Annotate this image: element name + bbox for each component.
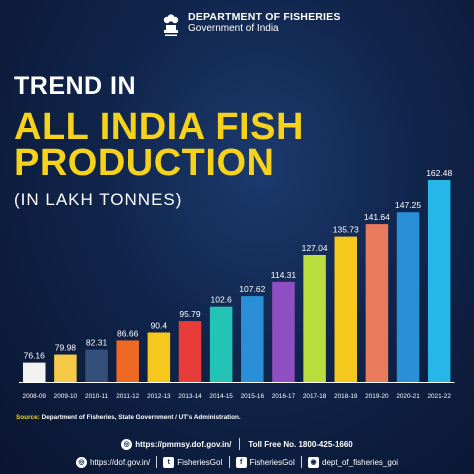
title-line-3: PRODUCTION (14, 142, 275, 184)
source-text: Department of Fisheries, State Governmen… (41, 414, 241, 421)
category-label-2018-19: 2018-19 (334, 393, 358, 400)
bar-2011-12 (116, 340, 139, 382)
twitter-handle: FisheriesGoI (177, 457, 223, 467)
value-label-2008-09: 76.16 (24, 351, 46, 361)
category-label-2016-17: 2016-17 (272, 393, 296, 400)
value-label-2015-16: 107.62 (239, 284, 265, 294)
instagram-handle: dept_of_fisheries_goi (322, 457, 399, 467)
category-label-2009-10: 2009-10 (54, 393, 78, 400)
source-note: Source: Department of Fisheries, State G… (16, 414, 241, 421)
bar-2014-15 (209, 306, 233, 382)
globe-icon: ◎ (121, 438, 133, 450)
bar-2017-18 (303, 254, 326, 382)
category-label-2010-11: 2010-11 (85, 393, 108, 400)
instagram-link[interactable]: ◉ dept_of_fisheries_goi (308, 456, 399, 468)
source-label: Source: (16, 414, 40, 421)
bar-2018-19 (334, 236, 357, 382)
footer-divider (239, 438, 241, 450)
twitter-link[interactable]: t FisheriesGoI (163, 456, 223, 468)
title-line-2: ALL INDIA FISH (14, 106, 304, 148)
unit-label: (IN LAKH TONNES) (14, 190, 183, 209)
category-label-2011-12: 2011-12 (116, 393, 139, 400)
bar-2015-16 (241, 296, 264, 382)
dof-website-link[interactable]: ◎ https://dof.gov.in/ (75, 456, 151, 468)
footer-social-row: ◎ https://dof.gov.in/ t FisheriesGoI f F… (0, 452, 474, 472)
category-label-2014-15: 2014-15 (209, 393, 233, 400)
twitter-icon: t (163, 456, 175, 468)
dof-url: https://dof.gov.in/ (89, 457, 151, 467)
category-label-2015-16: 2015-16 (241, 393, 265, 400)
footer-divider (301, 456, 302, 468)
toll-free-number: Toll Free No. 1800-425-1660 (248, 439, 353, 449)
value-label-2010-11: 82.31 (86, 338, 108, 348)
footer-divider (228, 456, 230, 468)
value-label-2013-14: 95.79 (179, 309, 201, 319)
value-label-2011-12: 86.66 (117, 328, 139, 338)
category-label-2019-20: 2019-20 (365, 393, 389, 400)
bar-2009-10 (54, 354, 77, 382)
category-label-2012-13: 2012-13 (147, 393, 171, 400)
value-label-2019-20: 141.64 (364, 212, 390, 222)
title-line-1: TREND IN (14, 72, 137, 100)
footer-divider (156, 456, 158, 468)
value-label-2014-15: 102.6 (211, 295, 233, 305)
bar-2016-17 (272, 281, 295, 382)
category-label-2017-18: 2017-18 (303, 393, 327, 400)
bar-2013-14 (178, 321, 202, 382)
government-name: Government of India (188, 23, 279, 35)
value-label-2009-10: 79.98 (55, 343, 77, 353)
category-label-2020-21: 2020-21 (396, 393, 420, 400)
bar-2021-22 (427, 180, 451, 382)
facebook-icon: f (235, 456, 247, 468)
facebook-handle: FisheriesGoI (249, 457, 295, 467)
pmmsy-url: https://pmmsy.dof.gov.in/ (135, 439, 232, 449)
category-label-2013-14: 2013-14 (178, 393, 202, 400)
value-label-2017-18: 127.04 (302, 243, 328, 253)
bar-2010-11 (85, 349, 108, 382)
bar-2012-13 (147, 332, 171, 382)
value-label-2012-13: 90.4 (151, 320, 168, 330)
bar-2019-20 (365, 224, 389, 382)
department-name: DEPARTMENT OF FISHERIES (188, 11, 341, 24)
value-label-2021-22: 162.48 (426, 168, 452, 178)
value-label-2018-19: 135.73 (333, 225, 359, 235)
globe-icon: ◎ (75, 456, 87, 468)
pmmsy-link[interactable]: ◎ https://pmmsy.dof.gov.in/ (121, 438, 232, 450)
value-label-2016-17: 114.31 (271, 270, 297, 280)
department-header: DEPARTMENT OF FISHERIES Government of In… (160, 8, 341, 38)
value-label-2020-21: 147.25 (395, 200, 421, 210)
category-label-2021-22: 2021-22 (427, 393, 451, 400)
footer-contact-row: ◎ https://pmmsy.dof.gov.in/ Toll Free No… (0, 433, 474, 455)
bar-2008-09 (23, 362, 46, 382)
category-label-2008-09: 2008-09 (23, 393, 47, 400)
national-emblem-icon (163, 14, 179, 36)
instagram-icon: ◉ (308, 456, 319, 468)
bar-2020-21 (396, 212, 420, 382)
facebook-link[interactable]: f FisheriesGoI (235, 456, 295, 468)
